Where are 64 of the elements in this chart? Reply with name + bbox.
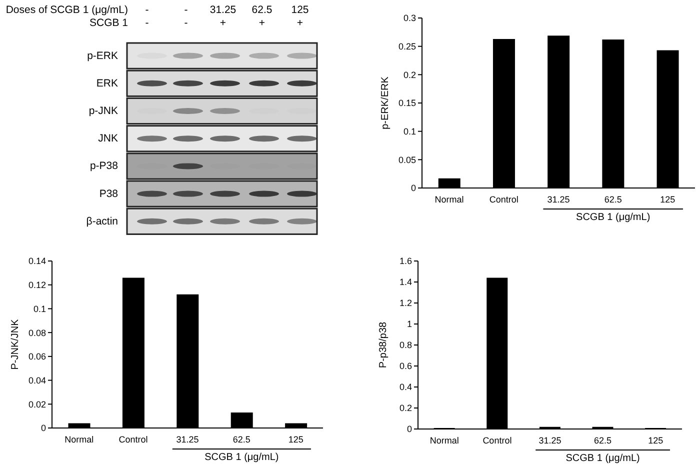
x-tick-label: 62.5 xyxy=(594,435,612,446)
x-tick-label: 31.25 xyxy=(176,434,199,444)
y-tick-label: 1.6 xyxy=(399,256,412,266)
y-axis-title: P-JNK/JNK xyxy=(10,318,20,370)
y-tick-label: 0.04 xyxy=(28,375,46,386)
x-tick-label: 125 xyxy=(648,435,664,446)
text: p-P38 xyxy=(90,160,118,172)
y-tick-label: 0.6 xyxy=(399,361,412,372)
y-tick-label: 0.8 xyxy=(399,340,412,350)
y-tick-label: 0.02 xyxy=(28,399,46,410)
text: JNK xyxy=(98,132,118,145)
text: - xyxy=(145,4,150,16)
x-tick-label: Control xyxy=(118,434,148,444)
x-tick-label: Normal xyxy=(430,435,459,446)
x-tick-label: 31.25 xyxy=(547,194,570,204)
text: - xyxy=(184,4,188,16)
x-tick-label: 62.5 xyxy=(232,434,250,444)
y-tick-label: 1.4 xyxy=(399,277,412,288)
text: + xyxy=(258,17,266,29)
y-tick-label: 0.15 xyxy=(398,98,416,108)
x-tick-label: 31.25 xyxy=(538,435,562,446)
x-axis-title: SCGB 1 (μg/mL) xyxy=(566,452,640,464)
y-tick-label: 0 xyxy=(406,424,412,434)
text: Doses of SCGB 1 (μg/mL) xyxy=(6,4,128,16)
y-tick-label: 1 xyxy=(406,319,412,330)
text: + xyxy=(296,17,304,29)
y-tick-label: 0.2 xyxy=(403,70,416,80)
x-tick-label: 125 xyxy=(288,434,304,444)
x-tick-label: Normal xyxy=(434,194,464,204)
y-axis-title: P-p38/p38 xyxy=(378,321,388,368)
y-tick-label: 0.05 xyxy=(398,154,416,165)
text: - xyxy=(184,17,188,29)
text: ERK xyxy=(96,77,118,90)
text: p-ERK xyxy=(87,50,118,62)
y-tick-label: 0.12 xyxy=(28,280,46,290)
x-axis-title: SCGB 1 (μg/mL) xyxy=(204,452,279,462)
text: + xyxy=(220,17,226,29)
y-tick-label: 0.08 xyxy=(28,328,46,338)
y-tick-label: 0.4 xyxy=(399,382,412,392)
text: β-actin xyxy=(86,215,118,228)
text: - xyxy=(145,17,150,29)
y-tick-label: 0.14 xyxy=(28,256,46,266)
y-tick-label: 0.1 xyxy=(33,304,46,314)
x-tick-label: Normal xyxy=(64,434,94,444)
x-axis-title: SCGB 1 (μg/mL) xyxy=(576,212,650,222)
text: p-JNK xyxy=(88,105,118,117)
x-tick-label: Control xyxy=(489,194,518,204)
text: P38 xyxy=(99,188,118,200)
y-tick-label: 0.06 xyxy=(28,352,46,362)
y-tick-label: 0 xyxy=(40,423,46,434)
text: 31.25 xyxy=(210,4,236,16)
text: 125 xyxy=(291,4,309,16)
y-tick-label: 0 xyxy=(410,183,416,194)
y-tick-label: 0.1 xyxy=(403,126,416,137)
text: SCGB 1 xyxy=(89,17,128,29)
y-tick-label: 0.3 xyxy=(403,13,416,24)
x-tick-label: 62.5 xyxy=(604,194,622,204)
y-tick-label: 0.25 xyxy=(398,42,416,52)
y-axis-title: p-ERK/ERK xyxy=(380,76,390,130)
y-tick-label: 0.2 xyxy=(399,403,412,414)
text: 62.5 xyxy=(252,4,272,16)
x-tick-label: Control xyxy=(482,435,512,446)
x-tick-label: 125 xyxy=(660,194,676,204)
y-tick-label: 1.2 xyxy=(399,298,412,308)
